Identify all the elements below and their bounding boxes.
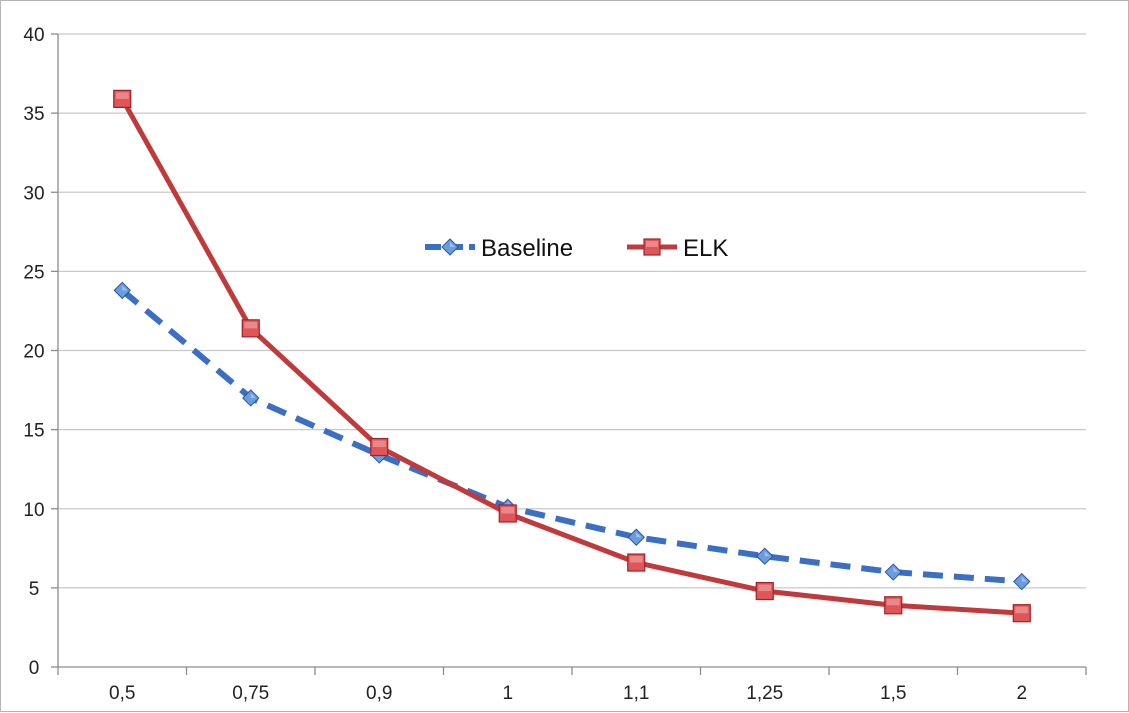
gridlines bbox=[58, 33, 1086, 589]
legend-entry-elk: ELK bbox=[627, 235, 728, 262]
data-point-baseline-6 bbox=[884, 563, 902, 581]
data-point-baseline-0 bbox=[113, 281, 131, 300]
x-axis-tick-labels: 0,5 0,75 0,9 1 1,1 1,25 1,5 2 bbox=[109, 683, 1027, 704]
y-tick-label: 20 bbox=[23, 342, 44, 363]
data-point-elk-3 bbox=[498, 504, 517, 523]
legend-swatch-marker bbox=[441, 238, 459, 256]
x-tick-label: 1,1 bbox=[623, 683, 649, 704]
data-point-baseline-5 bbox=[756, 547, 774, 565]
data-point-elk-6 bbox=[884, 596, 903, 615]
legend-swatch-marker bbox=[643, 238, 661, 256]
series-elk bbox=[113, 89, 1031, 623]
series bbox=[113, 89, 1031, 623]
x-tick-label: 1,5 bbox=[880, 683, 906, 704]
x-tick-label: 0,75 bbox=[232, 683, 269, 704]
data-point-elk-4 bbox=[627, 553, 646, 572]
y-tick-label: 40 bbox=[23, 25, 44, 46]
data-point-elk-2 bbox=[370, 437, 389, 457]
axes bbox=[51, 33, 1087, 675]
data-point-baseline-4 bbox=[627, 528, 645, 546]
data-point-elk-1 bbox=[241, 319, 260, 338]
legend-entry-baseline: Baseline bbox=[425, 235, 573, 262]
y-tick-label: 10 bbox=[23, 500, 44, 521]
y-tick-label: 0 bbox=[29, 658, 40, 679]
y-tick-label: 30 bbox=[23, 183, 44, 204]
data-point-elk-7 bbox=[1012, 604, 1031, 623]
y-axis-tick-labels: 0 5 10 15 20 25 30 35 40 bbox=[23, 25, 44, 679]
legend-label: ELK bbox=[683, 235, 728, 262]
y-tick-label: 35 bbox=[23, 104, 44, 125]
x-tick-label: 1,25 bbox=[746, 683, 783, 704]
legend-label: Baseline bbox=[481, 235, 573, 262]
x-tick-label: 0,9 bbox=[366, 683, 392, 704]
data-point-elk-0 bbox=[113, 89, 132, 108]
x-tick-label: 0,5 bbox=[109, 683, 135, 704]
data-point-baseline-7 bbox=[1013, 572, 1031, 591]
data-point-baseline-1 bbox=[242, 389, 260, 407]
y-tick-label: 15 bbox=[23, 421, 44, 442]
x-tick-label: 2 bbox=[1016, 683, 1027, 704]
series-line-elk bbox=[120, 97, 1022, 616]
data-point-elk-5 bbox=[755, 581, 774, 601]
series-line-baseline bbox=[120, 288, 1022, 585]
y-tick-label: 5 bbox=[29, 579, 40, 600]
y-tick-label: 25 bbox=[23, 262, 44, 283]
x-tick-label: 1 bbox=[502, 683, 513, 704]
legend: Baseline ELK bbox=[425, 235, 728, 262]
